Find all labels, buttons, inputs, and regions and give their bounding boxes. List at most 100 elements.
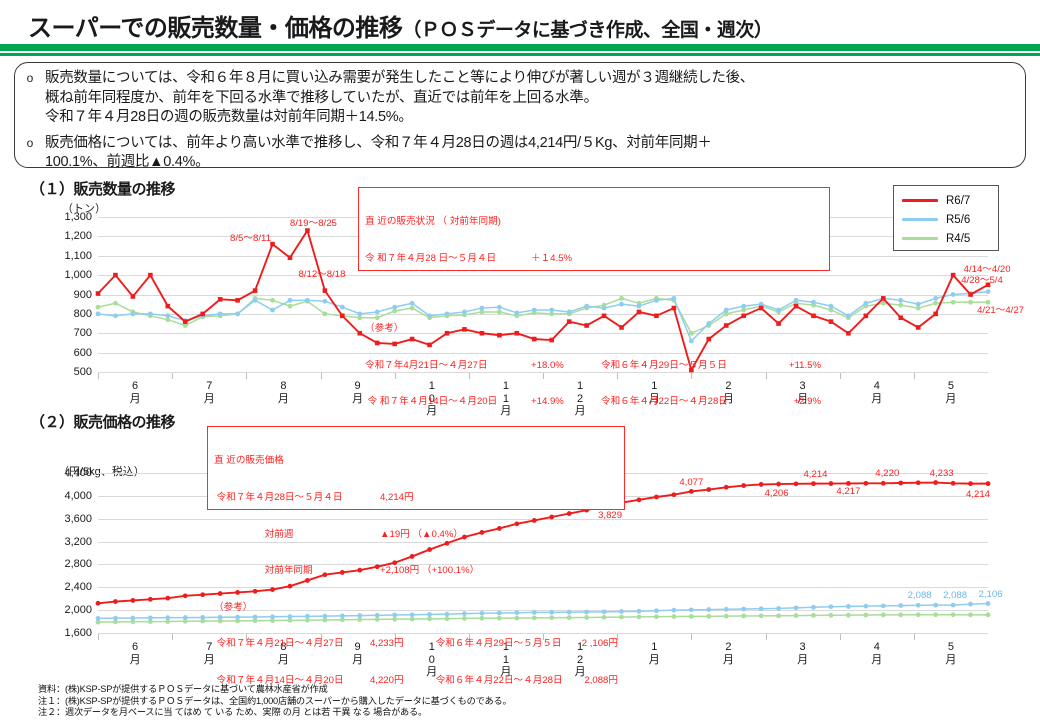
gridline [98, 294, 988, 296]
data-point-marker [985, 289, 991, 294]
series-line-R4-5 [97, 613, 988, 623]
legend-swatch-icon [902, 237, 938, 240]
callout2-l7-value: 4,220円 [369, 675, 404, 687]
data-point-marker [531, 615, 537, 621]
data-point-marker [322, 298, 328, 304]
gridline [98, 564, 988, 566]
green-divider-bar [0, 44, 1040, 56]
series-line-R4-5 [97, 297, 988, 335]
data-point-marker [706, 613, 712, 619]
x-axis-tick-mark [691, 634, 693, 640]
data-point-marker [374, 564, 380, 570]
bullet-marker-icon: o [26, 71, 34, 85]
x-axis-tick-mark [320, 634, 322, 640]
callout2-l3-label: 対前週 [214, 528, 294, 540]
data-point-marker [636, 303, 642, 309]
legend-item-R4-5[interactable]: R4/5 [894, 229, 998, 248]
data-point-marker [915, 325, 921, 330]
x-axis-tick-mark [394, 373, 396, 379]
data-point-marker [514, 330, 520, 336]
green-bar-thick [0, 44, 1040, 51]
data-point-marker [776, 613, 781, 619]
data-label-4233: 4,233 [929, 467, 954, 479]
y-axis-tick-label: 1,200 [64, 230, 92, 243]
data-point-marker [217, 311, 223, 317]
data-point-marker [462, 616, 467, 621]
data-point-marker [950, 272, 956, 278]
data-point-marker [898, 480, 904, 486]
data-point-marker [758, 613, 764, 619]
data-point-marker [933, 300, 939, 306]
data-point-marker [741, 613, 747, 619]
data-point-marker [374, 315, 380, 321]
data-point-marker [723, 323, 729, 328]
data-point-marker [147, 615, 153, 621]
data-point-marker [462, 309, 467, 315]
callout2-line5: （参考） [214, 601, 253, 613]
data-point-marker [741, 606, 747, 612]
summary-box: o 販売数量については、令和６年８月に買い込み需要が発生したこと等により伸びが著… [14, 62, 1026, 170]
data-point-marker [758, 305, 764, 311]
data-point-marker [357, 567, 363, 573]
data-point-marker [880, 296, 886, 301]
data-point-marker [409, 336, 415, 342]
data-point-marker [270, 297, 275, 303]
data-point-marker [165, 303, 171, 309]
summary-bullet-2-text: 販売価格については、前年より高い水準で推移し、令和７年４月28日の週は4,214… [45, 134, 712, 171]
data-point-marker [113, 615, 118, 621]
y-axis-tick-label: 2,400 [64, 581, 92, 594]
data-point-marker [950, 480, 956, 486]
data-point-marker [601, 609, 607, 615]
callout1-l5-value: +14.9% [531, 396, 564, 408]
data-point-marker [723, 307, 729, 313]
data-point-marker [235, 618, 241, 624]
data-point-marker [374, 617, 380, 622]
data-point-marker [147, 619, 153, 624]
chart-price-plot: 1,600 2,000 2,400 2,800 3,200 3,600 4,000 4,400… [64, 467, 1002, 678]
data-point-marker [409, 305, 415, 311]
data-point-marker [915, 602, 921, 608]
x-axis-tick-mark [468, 634, 470, 640]
y-axis-tick-label: 500 [73, 366, 92, 378]
data-point-marker [933, 311, 938, 317]
data-point-marker [619, 614, 624, 620]
y-axis-tick-label: 2,800 [64, 558, 92, 571]
data-point-marker [252, 588, 258, 594]
data-point-marker [479, 309, 485, 315]
legend-item-R6-7[interactable]: R6/7 [894, 191, 998, 210]
data-point-marker [915, 612, 921, 618]
data-point-marker [793, 605, 799, 611]
section-1-title: （１）販売数量の推移 [30, 181, 176, 198]
data-point-marker [898, 612, 904, 618]
data-point-marker [496, 610, 502, 616]
data-point-marker [95, 304, 101, 310]
data-point-marker [374, 612, 380, 618]
data-point-marker [95, 311, 101, 317]
data-point-marker [723, 484, 729, 490]
data-point-marker [427, 313, 432, 319]
legend-item-R5-6[interactable]: R5/6 [894, 210, 998, 229]
data-point-marker [758, 301, 764, 307]
data-point-marker [968, 299, 973, 305]
data-point-marker [619, 295, 624, 301]
data-point-marker [863, 300, 869, 306]
data-point-marker [915, 305, 921, 311]
data-point-marker [950, 602, 956, 608]
page-title-sub: （ＰＯＳデータに基づき作成、全国・週次） [402, 20, 773, 41]
data-point-marker [182, 615, 188, 620]
x-axis-tick-mark [394, 634, 396, 640]
data-point-marker [566, 309, 572, 315]
data-label-4217: 4,217 [836, 486, 861, 498]
data-point-marker [636, 309, 642, 315]
x-axis-tick-mark [98, 634, 99, 640]
data-point-marker [845, 604, 851, 609]
